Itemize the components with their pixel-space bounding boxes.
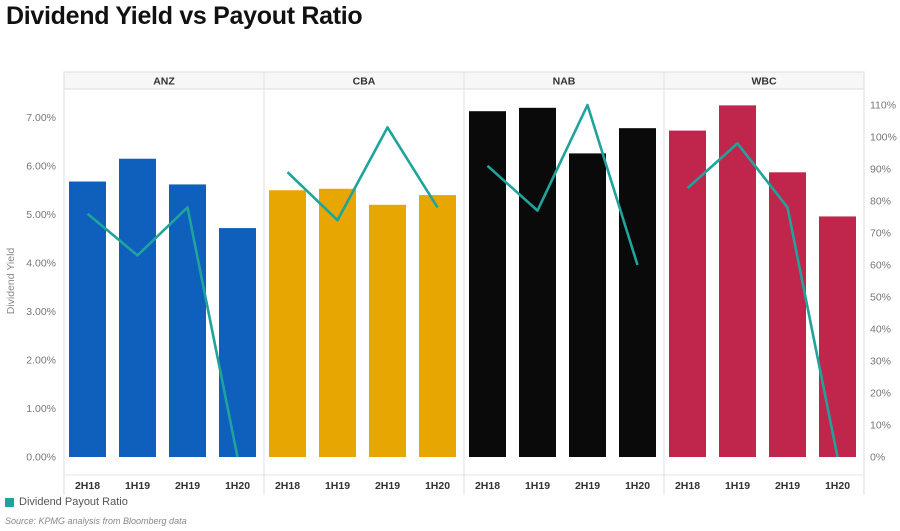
y2-tick-label: 100% [870, 132, 897, 144]
bar-nab-2h18 [469, 111, 506, 457]
y2-tick-label: 110% [870, 100, 896, 112]
x-tick-label: 2H19 [375, 480, 400, 492]
y-tick-label: 6.00% [26, 161, 56, 173]
y-tick-label: 2.00% [26, 355, 56, 367]
x-tick-label: 2H18 [275, 480, 300, 492]
bar-anz-2h19 [169, 184, 206, 457]
x-tick-label: 2H19 [175, 480, 200, 492]
x-tick-label: 1H20 [425, 480, 450, 492]
bar-nab-1h19 [519, 107, 556, 458]
y2-tick-label: 0% [870, 452, 885, 464]
x-tick-label: 1H20 [625, 480, 650, 492]
x-tick-label: 1H19 [725, 480, 750, 492]
y2-tick-label: 20% [870, 388, 891, 400]
y2-tick-label: 40% [870, 324, 891, 336]
x-tick-label: 2H19 [775, 480, 800, 492]
y-tick-label: 5.00% [26, 209, 56, 221]
x-tick-label: 1H19 [325, 480, 350, 492]
bar-anz-1h20 [219, 228, 256, 457]
payout-ratio-line-anz [86, 206, 239, 458]
bar-nab-1h20 [619, 128, 656, 458]
x-tick-label: 1H20 [825, 480, 850, 492]
bar-cba-1h19 [319, 188, 356, 458]
bar-wbc-2h19 [769, 172, 806, 457]
x-tick-label: 1H19 [525, 480, 550, 492]
x-tick-label: 1H20 [225, 480, 250, 492]
chart-title: Dividend Yield vs Payout Ratio [6, 2, 363, 30]
source-note: Source: KPMG analysis from Bloomberg dat… [5, 516, 187, 526]
y2-tick-label: 60% [870, 260, 891, 272]
y-axis-title: Dividend Yield [5, 248, 17, 315]
panel-label-wbc: WBC [751, 76, 776, 88]
bar-anz-2h18 [69, 181, 106, 457]
bar-cba-2h18 [269, 190, 306, 457]
x-tick-label: 1H19 [125, 480, 150, 492]
bar-wbc-1h20 [819, 216, 856, 457]
payout-ratio-line-wbc [686, 142, 839, 458]
y-tick-label: 1.00% [26, 403, 56, 415]
x-tick-label: 2H18 [675, 480, 700, 492]
payout-ratio-line-nab [486, 103, 639, 266]
bar-wbc-2h18 [669, 130, 706, 457]
bar-wbc-1h19 [719, 105, 756, 457]
y2-tick-label: 70% [870, 228, 891, 240]
legend-swatch-payout-ratio [5, 497, 14, 507]
x-tick-label: 2H18 [475, 480, 500, 492]
y-tick-label: 4.00% [26, 258, 56, 270]
bar-cba-2h19 [369, 204, 406, 457]
y2-tick-label: 50% [870, 292, 891, 304]
legend: Dividend Payout Ratio [5, 496, 128, 508]
legend-label: Dividend Payout Ratio [19, 496, 128, 508]
y-tick-label: 7.00% [26, 112, 56, 124]
x-tick-label: 2H19 [575, 480, 600, 492]
y2-tick-label: 90% [870, 164, 891, 176]
panel-label-cba: CBA [353, 76, 376, 88]
y-tick-label: 3.00% [26, 306, 56, 318]
bar-cba-1h20 [419, 195, 456, 457]
y2-tick-label: 10% [870, 420, 891, 432]
y2-tick-label: 30% [870, 356, 891, 368]
panel-label-anz: ANZ [153, 76, 175, 88]
bar-anz-1h19 [119, 158, 156, 457]
panel-label-nab: NAB [553, 76, 576, 88]
payout-ratio-line-cba [286, 126, 439, 222]
x-tick-label: 2H18 [75, 480, 100, 492]
y-tick-label: 0.00% [26, 452, 56, 464]
bar-nab-2h19 [569, 153, 606, 457]
y2-tick-label: 80% [870, 196, 891, 208]
